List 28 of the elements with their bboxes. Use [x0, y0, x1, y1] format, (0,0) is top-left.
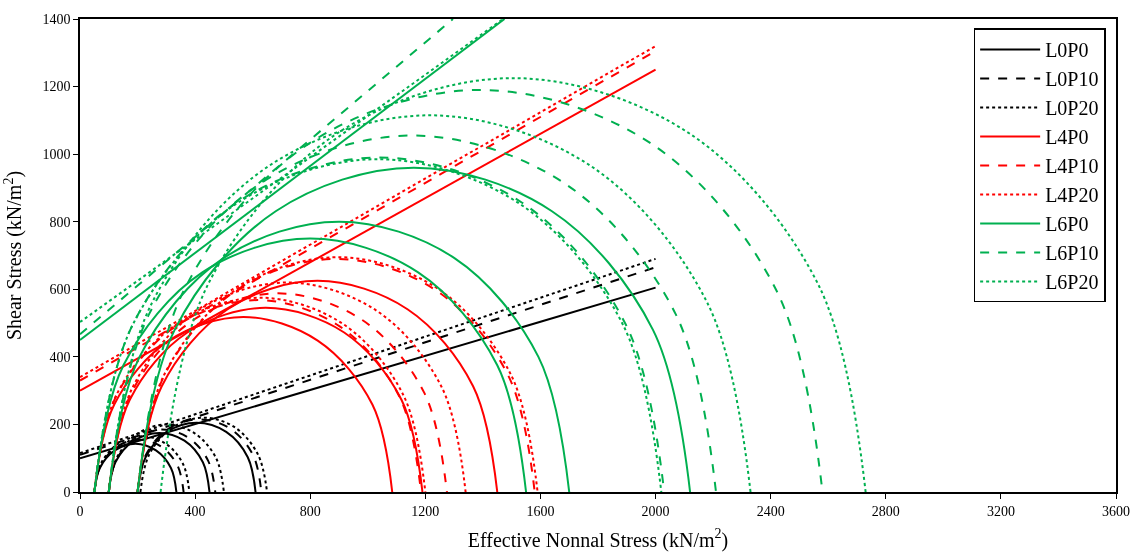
legend-label: L6P20	[1045, 271, 1099, 294]
x-tick-label: 3200	[986, 503, 1015, 519]
legend-label: L0P20	[1045, 97, 1099, 120]
x-tick-label: 0	[76, 503, 84, 519]
x-tick-label: 1600	[526, 503, 555, 519]
y-tick-label: 600	[49, 282, 71, 298]
y-tick-label: 1200	[42, 79, 71, 95]
y-tick-label: 1000	[42, 147, 71, 163]
y-tick-label: 0	[63, 484, 71, 500]
y-tick-label: 800	[49, 214, 71, 230]
legend-label: L0P10	[1045, 68, 1099, 91]
legend-label: L6P10	[1045, 242, 1099, 265]
x-tick-label: 400	[184, 503, 206, 519]
y-tick-label: 400	[49, 349, 71, 365]
x-tick-label: 1200	[411, 503, 440, 519]
legend-label: L6P0	[1045, 213, 1089, 236]
y-tick-label: 200	[49, 417, 71, 433]
legend-label: L0P0	[1045, 39, 1089, 62]
legend-label: L4P20	[1045, 184, 1099, 207]
legend-label: L4P0	[1045, 126, 1089, 149]
x-tick-label: 3600	[1102, 503, 1130, 519]
x-tick-label: 800	[299, 503, 321, 519]
y-tick-label: 1400	[42, 11, 71, 27]
x-tick-label: 2000	[641, 503, 670, 519]
x-axis-title: Effective Nonnal Stress (kN/m$^{2}$)	[467, 526, 729, 552]
x-tick-label: 2800	[871, 503, 900, 519]
x-tick-label: 2400	[756, 503, 785, 519]
legend-label: L4P10	[1045, 155, 1099, 178]
